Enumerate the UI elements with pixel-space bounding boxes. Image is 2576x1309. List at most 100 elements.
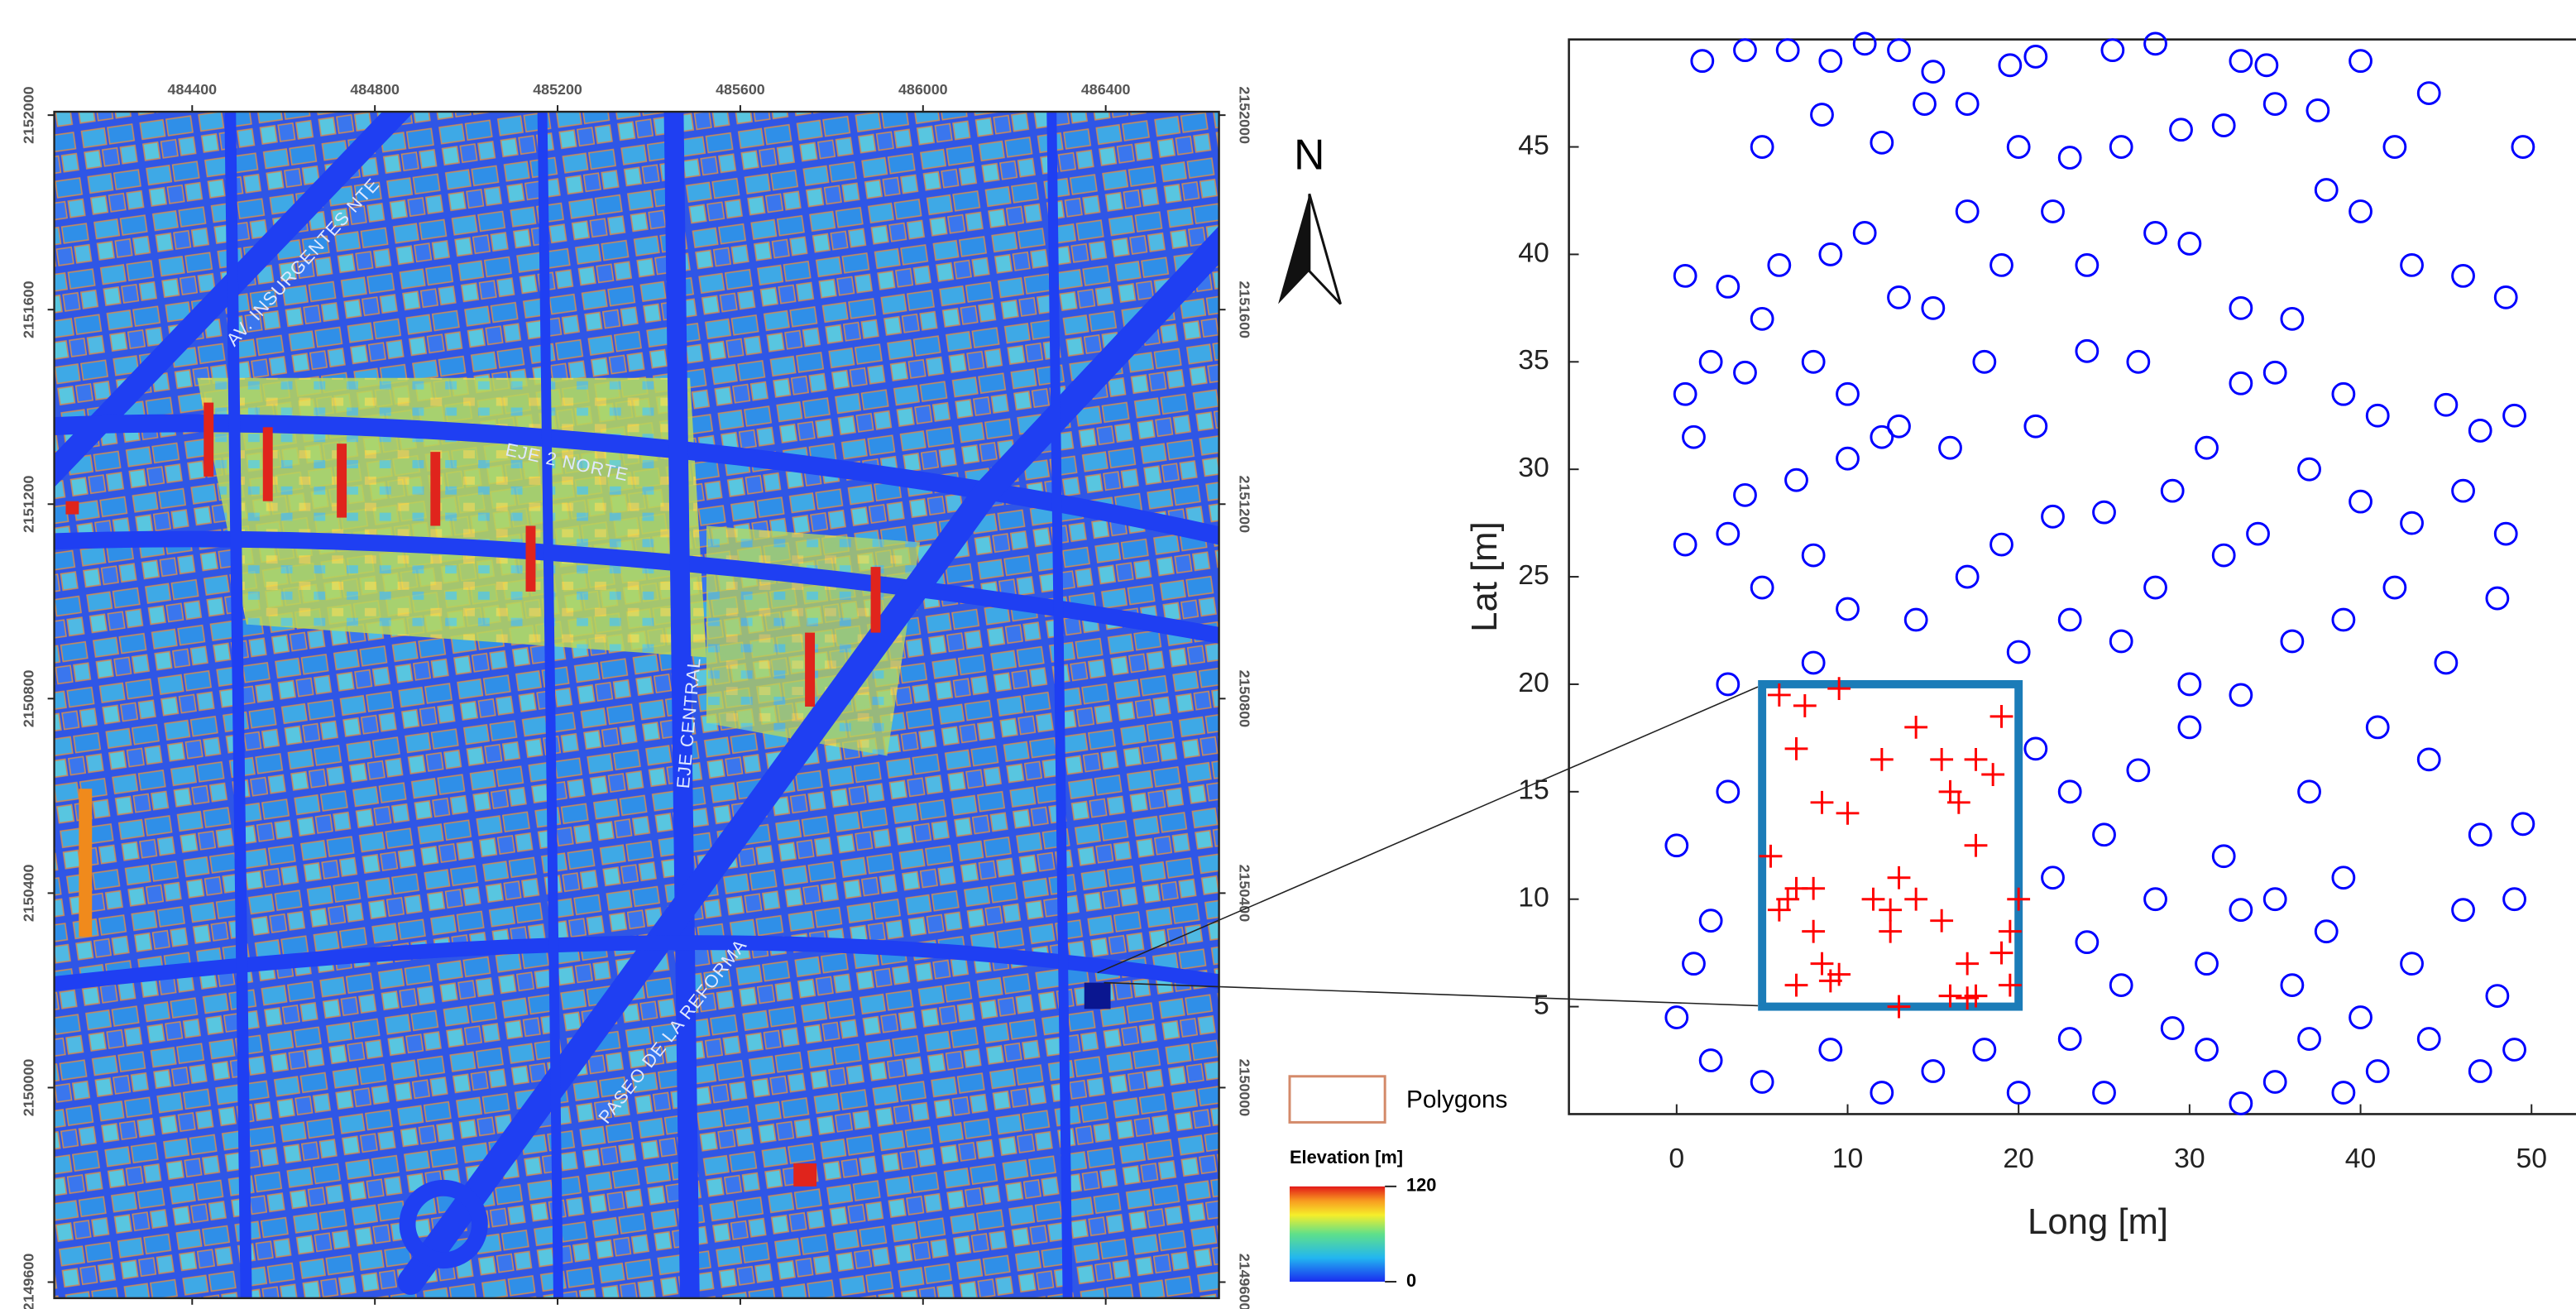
circle-point: [2504, 1039, 2526, 1061]
circle-point: [2315, 180, 2337, 201]
x-tick-label: 10: [1832, 1143, 1864, 1174]
circle-point: [2213, 846, 2234, 867]
circle-point: [2110, 137, 2132, 158]
circle-point: [2453, 265, 2474, 286]
circle-point: [2469, 420, 2491, 442]
circle-point: [1777, 40, 1798, 61]
circle-point: [2213, 115, 2234, 137]
map-y-tick-label: 2149600: [20, 1254, 36, 1309]
circle-point: [1735, 40, 1756, 61]
circle-point: [1683, 953, 1705, 975]
y-tick-label: 40: [1518, 237, 1549, 268]
circle-point: [2333, 383, 2354, 405]
circle-point: [2094, 1082, 2115, 1104]
circle-point: [1700, 351, 1721, 372]
y-tick-label: 5: [1534, 990, 1549, 1021]
scatter-plot: Long [m] Lat [m] 01020304050510152025303…: [1464, 33, 2576, 1242]
circle-point: [1837, 448, 1859, 469]
circle-point: [1820, 244, 1841, 266]
circle-point: [2512, 813, 2534, 835]
circle-point: [2248, 523, 2269, 544]
circle-point: [1666, 1007, 1688, 1028]
circle-point: [2435, 394, 2457, 415]
circle-point: [2230, 684, 2252, 706]
circle-point: [2333, 1082, 2354, 1104]
map-x-tick-label: 484400: [168, 81, 218, 98]
y-tick-label: 10: [1518, 882, 1549, 913]
circle-point: [1812, 104, 1833, 126]
circle-point: [1717, 781, 1739, 803]
colorbar-tick-label: 120: [1406, 1175, 1436, 1196]
circle-point: [2299, 458, 2320, 480]
plus-point: [1802, 920, 1825, 943]
circle-point: [1889, 286, 1910, 308]
circle-point: [1717, 276, 1739, 297]
circle-point: [1956, 94, 1978, 115]
circle-point: [1717, 523, 1739, 544]
circle-point: [2333, 609, 2354, 631]
circle-point: [2264, 1072, 2286, 1093]
plus-point: [1981, 763, 2004, 786]
circle-point: [1700, 1050, 1721, 1072]
circle-point: [2025, 415, 2047, 437]
circle-point: [2350, 201, 2372, 223]
plus-point: [1785, 737, 1808, 760]
map-x-tick-label: 485600: [716, 81, 765, 98]
map-y-tick-label: 2151600: [1237, 280, 1253, 338]
circle-point: [2453, 899, 2474, 921]
circle-point: [2230, 50, 2252, 72]
map-y-tick-label: 2151600: [20, 280, 36, 338]
circle-point: [1914, 94, 1936, 115]
circle-point: [2025, 46, 2047, 68]
map-y-tick-label: 2152000: [1237, 86, 1253, 144]
y-tick-label: 35: [1518, 344, 1549, 376]
y-tick-label: 25: [1518, 559, 1549, 591]
plus-point: [1956, 952, 1979, 976]
elevation-title: Elevation [m]: [1290, 1147, 1403, 1168]
map-image: [33, 98, 1249, 1309]
circle-point: [1854, 33, 1875, 55]
legend-polygons: Polygons: [1406, 1086, 1507, 1113]
plus-point: [1785, 974, 1808, 997]
circle-point: [1674, 534, 1696, 555]
circle-point: [2171, 119, 2192, 141]
circle-point: [2384, 137, 2406, 158]
x-tick-label: 40: [2345, 1143, 2377, 1174]
circle-point: [2025, 738, 2047, 760]
circle-point: [2230, 899, 2252, 921]
circle-point: [2299, 1028, 2320, 1050]
plus-point: [1811, 791, 1834, 814]
circle-point: [1735, 484, 1756, 506]
y-axis-label: Lat [m]: [1464, 521, 1505, 632]
circle-point: [2487, 587, 2508, 609]
circle-point: [1922, 1061, 1944, 1082]
circle-point: [1692, 50, 1713, 72]
circle-point: [2418, 1028, 2440, 1050]
circle-point: [2504, 889, 2526, 910]
circle-point: [2179, 717, 2200, 738]
circle-point: [1674, 383, 1696, 405]
circle-point: [2230, 1093, 2252, 1115]
circle-point: [1674, 265, 1696, 286]
circle-point: [2350, 1007, 2372, 1028]
circle-point: [2076, 340, 2098, 362]
x-tick-label: 20: [2003, 1143, 2034, 1174]
circle-point: [2042, 201, 2064, 223]
plus-point: [1990, 705, 2013, 728]
circle-point: [2008, 641, 2029, 663]
circle-point: [1666, 835, 1688, 856]
y-tick-label: 20: [1518, 667, 1549, 698]
circle-point: [2059, 609, 2080, 631]
circle-point: [1803, 351, 1824, 372]
map-legend: Polygons Elevation [m]: [1290, 1076, 1507, 1282]
plus-point: [1862, 888, 1885, 911]
circle-point: [2384, 577, 2406, 598]
plus-point: [1904, 716, 1927, 739]
plus-point: [1879, 920, 1902, 943]
circle-point: [2350, 50, 2372, 72]
plus-point: [1888, 866, 1911, 889]
circle-point: [2059, 781, 2080, 803]
plus-point: [1990, 942, 2013, 965]
circle-point: [2102, 40, 2124, 61]
circle-point: [1717, 674, 1739, 695]
